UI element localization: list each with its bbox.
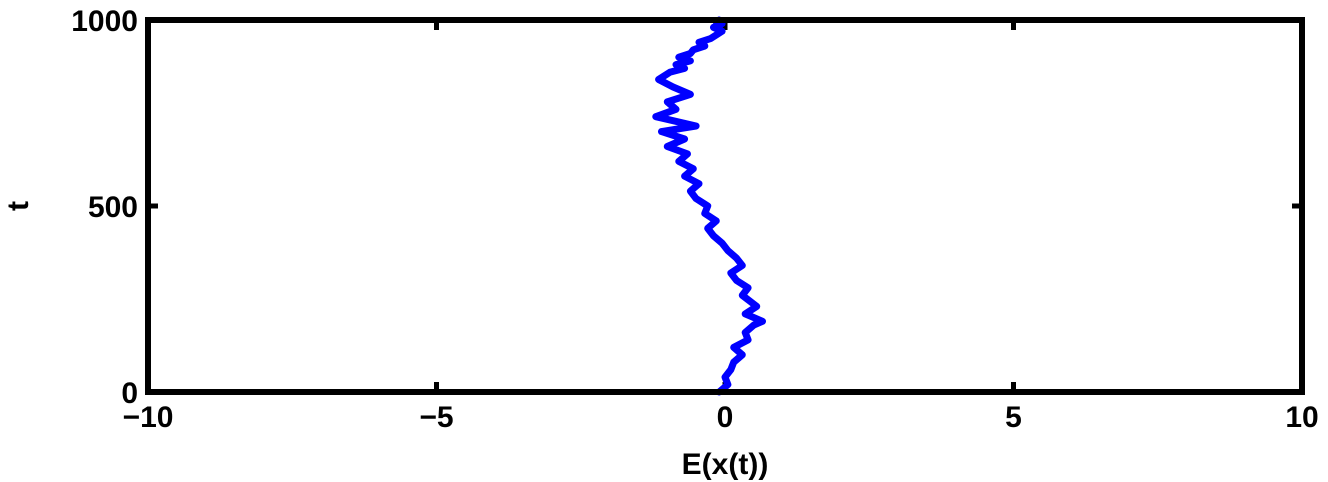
x-tick-label: −5: [419, 401, 453, 434]
plot-area: [652, 16, 766, 396]
x-tick-label: 5: [1005, 401, 1022, 434]
y-axis-label: t: [2, 201, 35, 211]
x-tick-label: 10: [1285, 401, 1318, 434]
series-line: [652, 16, 766, 396]
y-tick-label: 1000: [71, 5, 138, 38]
y-tick-label: 0: [121, 377, 138, 410]
axis-tick-labels: −10 −5 0 5 10 0 500 1000: [71, 5, 1318, 434]
y-tick-label: 500: [88, 191, 138, 224]
x-tick-label: 0: [717, 401, 734, 434]
x-tick-label: −10: [123, 401, 174, 434]
x-axis-label: E(x(t)): [682, 448, 769, 481]
axes-frame: [145, 17, 1305, 395]
axis-ticks: [145, 17, 1305, 395]
